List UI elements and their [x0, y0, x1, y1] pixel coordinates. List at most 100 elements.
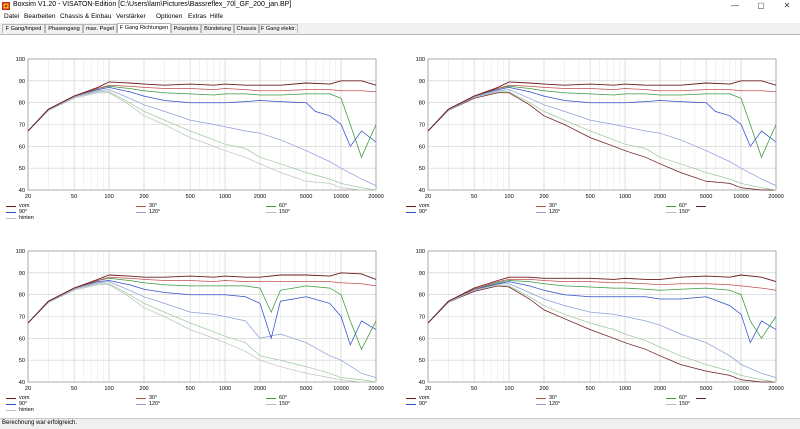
legend-swatch — [666, 404, 676, 405]
plot-svg: 40 50 60 70 80 90 100 20 50 100 200 500 1000 2000 5000… — [16, 249, 384, 392]
series-line — [27, 87, 377, 148]
x-tick-label: 10000 — [733, 386, 749, 392]
legend-swatch — [536, 206, 546, 207]
x-tick-label: 1000 — [619, 386, 631, 392]
legend-label: vorn — [419, 395, 430, 401]
x-tick-label: 1000 — [219, 194, 231, 200]
x-tick-label: 200 — [139, 386, 148, 392]
x-tick-label: 2000 — [654, 194, 666, 200]
menu-bearbeiten[interactable]: Bearbeiten — [24, 13, 56, 20]
x-tick-label: 20 — [425, 194, 431, 200]
maximize-button[interactable]: ▢ — [757, 1, 765, 10]
menu-extras[interactable]: Extras — [188, 13, 207, 20]
series-line — [427, 283, 777, 378]
menu-bar: Datei Bearbeiten Chassis & Einbau Verstä… — [0, 12, 800, 23]
legend-label: 120° — [549, 401, 561, 407]
y-tick-label: 50 — [19, 358, 25, 364]
legend-label: 90° — [419, 401, 428, 407]
app-icon — [2, 2, 10, 10]
x-tick-label: 500 — [585, 194, 594, 200]
menu-chassis[interactable]: Chassis & Einbau — [60, 13, 112, 20]
legend-label: 120° — [149, 401, 161, 407]
status-text: Berechnung war erfolgreich. — [2, 420, 78, 426]
series-line — [427, 279, 777, 324]
title-bar[interactable]: Boxsim V1.20 - VISATON-Edition [C:\Users… — [0, 0, 800, 12]
tab-fgang-richtungen[interactable]: F Gang Richtungen — [117, 23, 171, 33]
close-button[interactable]: ✕ — [783, 1, 791, 10]
legend-swatch — [696, 206, 706, 207]
legend-label: vorn — [19, 203, 30, 209]
x-tick-label: 1000 — [619, 194, 631, 200]
legend-swatch — [536, 404, 546, 405]
x-tick-label: 2000 — [254, 386, 266, 392]
x-tick-label: 20000 — [368, 386, 384, 392]
y-tick-label: 80 — [19, 101, 25, 107]
y-tick-label: 100 — [416, 57, 425, 63]
legend-label: 30° — [149, 395, 158, 401]
legend-swatch — [406, 212, 416, 213]
series-line — [427, 84, 777, 132]
x-tick-label: 100 — [104, 386, 113, 392]
x-tick-label: 20 — [25, 386, 31, 392]
legend-label: 90° — [19, 401, 28, 407]
chart-legend: vorn 30° 60° 90° 120° 150° hinten — [0, 201, 398, 225]
legend-label: 60° — [679, 203, 688, 209]
x-tick-label: 5000 — [700, 386, 712, 392]
x-tick-label: 20000 — [768, 386, 784, 392]
tab-fgang-imped[interactable]: F Gang/Imped — [2, 24, 45, 33]
legend-label: 150° — [679, 401, 691, 407]
x-tick-label: 1000 — [219, 386, 231, 392]
legend-swatch — [666, 398, 676, 399]
tab-polarplots[interactable]: Polarplots — [171, 24, 201, 33]
tab-max-pegel[interactable]: max. Pegel — [83, 24, 117, 33]
plot-svg: 40 50 60 70 80 90 100 20 50 100 200 500 1000 2000 5000… — [416, 249, 784, 392]
tab-phasengang[interactable]: Phasengang — [45, 24, 83, 33]
legend-label: 150° — [279, 401, 291, 407]
window-title: Boxsim V1.20 - VISATON-Edition [C:\Users… — [13, 1, 292, 8]
x-tick-label: 200 — [539, 194, 548, 200]
legend-swatch — [536, 212, 546, 213]
status-bar: Berechnung war erfolgreich. — [0, 418, 800, 429]
x-tick-label: 500 — [585, 386, 594, 392]
x-tick-label: 2000 — [254, 194, 266, 200]
series-line — [427, 87, 777, 148]
x-tick-label: 20 — [425, 386, 431, 392]
y-tick-label: 50 — [419, 358, 425, 364]
legend-label: 150° — [279, 209, 291, 215]
legend-swatch — [6, 398, 16, 399]
series-line — [27, 276, 377, 324]
legend-swatch — [696, 398, 706, 399]
legend-swatch — [406, 398, 416, 399]
x-tick-label: 100 — [504, 194, 513, 200]
x-tick-label: 100 — [104, 194, 113, 200]
legend-label: vorn — [19, 395, 30, 401]
chart-panel: 40 50 60 70 80 90 100 20 50 100 200 500 1000 2000 5000… — [400, 35, 798, 226]
y-tick-label: 70 — [419, 315, 425, 321]
y-tick-label: 100 — [16, 57, 25, 63]
menu-optionen[interactable]: Optionen — [156, 13, 183, 20]
chart-panel: 40 50 60 70 80 90 100 20 50 100 200 500 1000 2000 5000… — [0, 227, 398, 418]
chart-legend: vorn 30° 60° 90° 120° 150° hinten — [0, 393, 398, 417]
x-tick-label: 5000 — [700, 194, 712, 200]
menu-verstaerker[interactable]: Verstärker — [116, 13, 146, 20]
legend-swatch — [406, 206, 416, 207]
x-tick-label: 10000 — [333, 386, 349, 392]
x-tick-label: 200 — [539, 386, 548, 392]
legend-swatch — [6, 212, 16, 213]
legend-swatch — [6, 206, 16, 207]
plot-frame — [27, 250, 377, 383]
y-tick-label: 60 — [419, 336, 425, 342]
tab-bar: F Gang/Imped Phasengang max. Pegel F Gan… — [0, 23, 800, 35]
y-tick-label: 40 — [19, 380, 25, 386]
legend-label: hinten — [19, 215, 34, 221]
minimize-button[interactable]: — — [731, 1, 739, 10]
y-tick-label: 80 — [419, 293, 425, 299]
tab-buendelung[interactable]: Bündelung — [201, 24, 234, 33]
menu-hilfe[interactable]: Hilfe — [210, 13, 224, 20]
x-tick-label: 20000 — [768, 194, 784, 200]
x-tick-label: 5000 — [300, 386, 312, 392]
y-tick-label: 70 — [19, 315, 25, 321]
tab-chassis[interactable]: Chassis — [234, 24, 259, 33]
tab-fgang-elektr[interactable]: F Gang elektr. — [259, 24, 298, 33]
menu-datei[interactable]: Datei — [4, 13, 20, 20]
